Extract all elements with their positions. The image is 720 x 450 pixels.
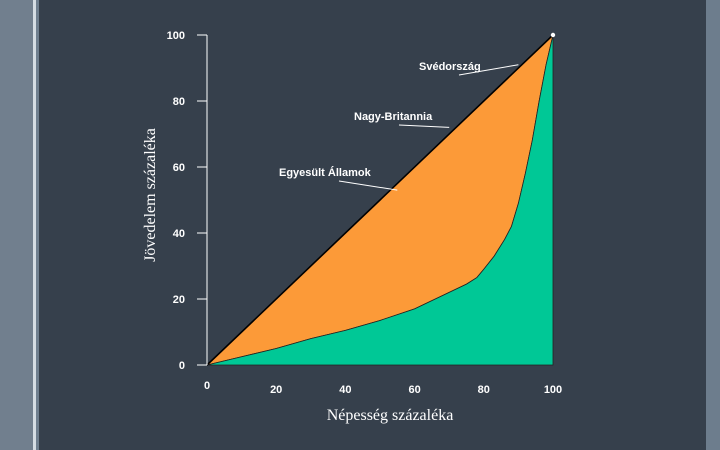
right-margin-bar — [706, 0, 720, 450]
x-tick-label: 40 — [339, 384, 351, 396]
annotation-egyesult-allamok-label: Egyesült Államok — [279, 166, 372, 179]
series-line-svedorszag — [206, 34, 554, 366]
x-tick-label: 60 — [408, 384, 420, 396]
series-area-egyesult-allamok — [206, 34, 554, 366]
left-margin-bar — [0, 0, 36, 450]
annotation-svedorszag-leader — [458, 64, 519, 76]
annotation-egyesult-allamok-leader — [338, 180, 398, 191]
left-margin-edge — [33, 0, 36, 450]
y-tick-label: 40 — [173, 228, 185, 240]
annotation-nagy-britannia-label: Nagy-Britannia — [354, 111, 433, 123]
y-axis-title: Jövedelem százaléka — [142, 128, 159, 262]
y-tick-label: 0 — [179, 360, 185, 372]
chart-areas — [205, 32, 556, 366]
endpoint-marker — [550, 32, 556, 38]
x-tick-label: 80 — [478, 384, 490, 396]
y-tick-label: 60 — [173, 162, 185, 174]
x-tick-label: 0 — [204, 380, 210, 392]
y-tick-label: 100 — [167, 30, 185, 42]
x-axis-title: Népesség százaléka — [327, 407, 454, 424]
y-tick-label: 20 — [173, 294, 185, 306]
x-tick-label: 100 — [544, 384, 562, 396]
x-tick-label: 20 — [270, 384, 282, 396]
chart-axes: 0 20 40 60 80 100 0 20 40 60 80 100 — [167, 30, 563, 396]
annotation-svedorszag-label: Svédország — [419, 61, 481, 73]
y-tick-label: 80 — [173, 96, 185, 108]
slide-panel: 0 20 40 60 80 100 0 20 40 60 80 100 Svédország Nagy-… — [39, 0, 706, 450]
annotation-nagy-britannia-leader — [398, 124, 450, 128]
chart-annotations: Svédország Nagy-Britannia Egyesült Államok — [279, 61, 519, 191]
lorenz-chart: 0 20 40 60 80 100 0 20 40 60 80 100 Svédország Nagy-… — [142, 30, 563, 424]
